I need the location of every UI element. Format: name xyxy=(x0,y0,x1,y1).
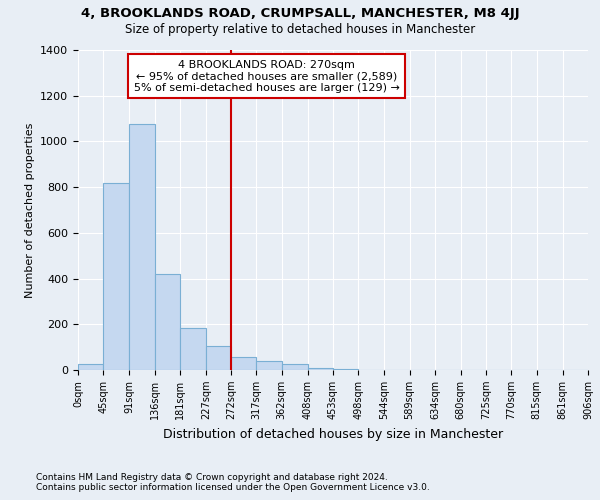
Bar xyxy=(78,364,103,370)
Bar xyxy=(282,364,308,370)
Bar xyxy=(308,368,333,370)
Bar xyxy=(206,346,231,370)
Text: 4, BROOKLANDS ROAD, CRUMPSALL, MANCHESTER, M8 4JJ: 4, BROOKLANDS ROAD, CRUMPSALL, MANCHESTE… xyxy=(80,8,520,20)
Bar xyxy=(155,274,180,370)
Bar xyxy=(103,182,129,370)
Y-axis label: Number of detached properties: Number of detached properties xyxy=(25,122,35,298)
Text: Size of property relative to detached houses in Manchester: Size of property relative to detached ho… xyxy=(125,22,475,36)
Text: Contains HM Land Registry data © Crown copyright and database right 2024.
Contai: Contains HM Land Registry data © Crown c… xyxy=(36,473,430,492)
Bar xyxy=(256,361,282,370)
Bar xyxy=(180,328,206,370)
Text: 4 BROOKLANDS ROAD: 270sqm
← 95% of detached houses are smaller (2,589)
5% of sem: 4 BROOKLANDS ROAD: 270sqm ← 95% of detac… xyxy=(134,60,400,93)
Bar xyxy=(231,358,256,370)
X-axis label: Distribution of detached houses by size in Manchester: Distribution of detached houses by size … xyxy=(163,428,503,440)
Bar xyxy=(129,124,155,370)
